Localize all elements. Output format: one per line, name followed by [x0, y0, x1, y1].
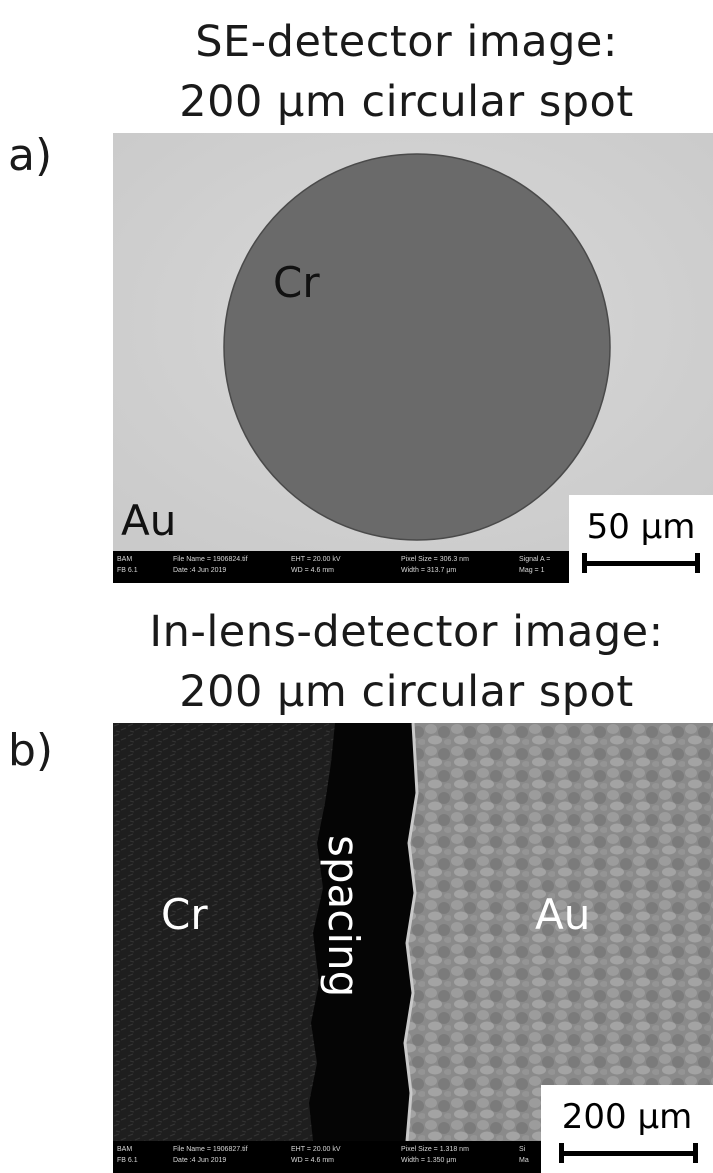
panel-b-label: b) [8, 725, 54, 776]
panel-b-title-line1: In-lens-detector image: [149, 607, 664, 657]
panel-a-label: a) [8, 130, 53, 181]
panel-b-title-line2: 200 μm circular spot [179, 667, 634, 717]
databar-eht: EHT = 20.00 kV [291, 556, 341, 563]
in-lens-scale-bar-label: 200 μm [561, 1097, 693, 1137]
databar-mag: Mag = 1 [519, 567, 545, 574]
databar-wd: WD = 4.6 mm [291, 567, 334, 574]
in-lens-scale-bar-tick-right [693, 1143, 698, 1163]
databar-width: Width = 1.350 μm [401, 1157, 457, 1164]
au-region-label: Au [535, 890, 591, 939]
databar-eht: EHT = 20.00 kV [291, 1146, 341, 1153]
se-detector-micrograph [113, 133, 713, 551]
in-lens-micrograph [113, 723, 713, 1142]
cr-region [113, 723, 335, 1141]
databar-signal: Si [519, 1146, 526, 1153]
se-scale-bar-tick-left [582, 553, 587, 573]
se-scale-bar-line [584, 561, 698, 566]
se-detector-image: Cr Au BAM FB 6.1 File Name = 1906824.tif… [113, 133, 713, 583]
databar-pixel: Pixel Size = 306.3 nm [401, 556, 469, 563]
databar-width: Width = 313.7 μm [401, 567, 457, 574]
se-scale-bar-label: 50 μm [586, 507, 696, 547]
databar-wd: WD = 4.6 mm [291, 1157, 334, 1164]
au-region [405, 723, 713, 1141]
databar-lab: BAM [117, 556, 133, 563]
in-lens-scale-bar-tick-left [559, 1143, 564, 1163]
in-lens-detector-image: Cr Au spacing BAM FB 6.1 File Name = 190… [113, 723, 713, 1173]
au-edge-highlight [403, 723, 419, 1142]
cr-spot-disk [223, 153, 611, 541]
databar-file: File Name = 1906827.tif [173, 1146, 248, 1153]
in-lens-scale-bar-line [561, 1151, 697, 1156]
au-region-label: Au [121, 496, 177, 545]
databar-file: File Name = 1906824.tif [173, 556, 248, 563]
databar-pixel: Pixel Size = 1.318 nm [401, 1146, 469, 1153]
databar-signal: Signal A = [519, 556, 551, 563]
databar-date: Date :4 Jun 2019 [173, 1157, 227, 1164]
cr-region-label: Cr [273, 258, 320, 307]
cr-region-label: Cr [161, 890, 208, 939]
databar-lab: BAM [117, 1146, 133, 1153]
spacing-label: spacing [319, 835, 368, 998]
se-scale-bar: 50 μm [569, 495, 713, 583]
panel-a-title-line1: SE-detector image: [195, 17, 618, 67]
se-scale-bar-tick-right [695, 553, 700, 573]
databar-lab2: FB 6.1 [117, 1157, 138, 1164]
databar-lab2: FB 6.1 [117, 567, 138, 574]
panel-a-title-line2: 200 μm circular spot [179, 77, 634, 127]
databar-date: Date :4 Jun 2019 [173, 567, 227, 574]
databar-mag: Ma [519, 1157, 529, 1164]
in-lens-scale-bar: 200 μm [541, 1085, 713, 1173]
